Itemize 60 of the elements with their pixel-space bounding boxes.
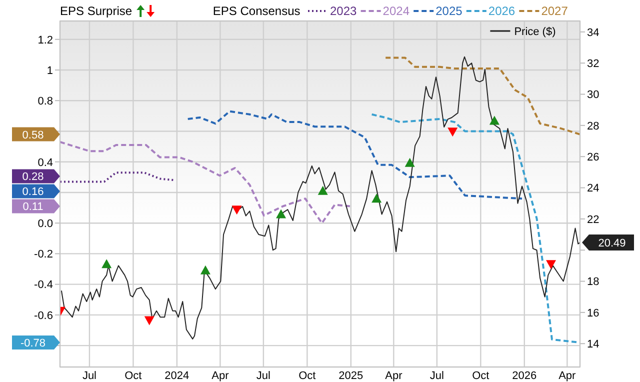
x-tick-label: Apr xyxy=(385,370,403,382)
y-tick-label: 0.8 xyxy=(38,96,53,108)
y-tick-label: 1 xyxy=(46,64,53,77)
legend-label: 2027 xyxy=(541,4,568,18)
y2-tick-label: 28 xyxy=(587,120,600,132)
line-series xyxy=(60,140,351,224)
y2-tick-label: 22 xyxy=(587,214,600,226)
point xyxy=(144,316,154,326)
point xyxy=(404,158,415,167)
y-tick-label: -0.4 xyxy=(34,279,53,292)
y2-tick-label: 14 xyxy=(587,338,600,351)
x-tick-label: 2024 xyxy=(164,370,190,382)
y2-tick-label: 32 xyxy=(587,58,600,70)
text: EPS Surprise xyxy=(60,4,132,18)
point xyxy=(546,260,556,270)
point xyxy=(276,209,286,218)
legend-label: 2026 xyxy=(488,4,516,18)
point xyxy=(232,206,242,215)
point xyxy=(200,265,210,274)
callout-tag: 0.28 xyxy=(12,169,60,184)
point xyxy=(102,259,112,268)
x-tick-label: Apr xyxy=(212,370,230,382)
y-tick-label: -0.2 xyxy=(34,248,53,261)
y2-tick-label: 26 xyxy=(587,152,600,164)
y-tick-label: 0.0 xyxy=(38,218,53,230)
data-label: 20.49 xyxy=(598,237,626,250)
legend-label: 2025 xyxy=(436,4,463,18)
x-tick-label: Jul xyxy=(256,370,270,382)
legend-label: 2023 xyxy=(330,4,358,18)
y2-tick-label: 18 xyxy=(587,276,600,288)
x-tick-label: Jul xyxy=(430,370,444,382)
legend-title: EPS Consensus xyxy=(212,4,300,18)
y-tick-label: 0.4 xyxy=(38,156,53,169)
y2-tick-label: 16 xyxy=(587,307,600,320)
point xyxy=(318,186,328,195)
point xyxy=(489,116,500,125)
line-series xyxy=(60,56,580,340)
x-tick-label: Oct xyxy=(472,370,490,382)
point xyxy=(448,128,458,137)
callout-tag: 0.16 xyxy=(12,184,60,198)
legend-label: 2024 xyxy=(382,4,410,18)
point xyxy=(372,194,382,203)
legend-label: Price ($) xyxy=(514,26,556,38)
line-series xyxy=(384,56,580,136)
x-tick-label: 2025 xyxy=(338,370,364,382)
x-tick-label: 2026 xyxy=(512,370,537,382)
y2-tick-label: 34 xyxy=(587,26,600,39)
y2-tick-label: 30 xyxy=(587,89,600,102)
x-tick-label: Oct xyxy=(124,370,142,382)
callout-tag: -0.78 xyxy=(12,336,60,350)
x-tick-label: Apr xyxy=(558,370,576,382)
y2-tick-label: 24 xyxy=(587,182,600,195)
y-tick-label: -0.6 xyxy=(34,310,53,322)
callout-tag: 0.58 xyxy=(12,127,60,142)
line-series xyxy=(186,110,524,200)
callout-tag: 20.49 xyxy=(582,234,634,250)
callout-tag: 0.11 xyxy=(12,199,60,214)
x-tick-label: Oct xyxy=(298,370,316,382)
y-tick-label: 1.2 xyxy=(38,34,53,46)
x-tick-label: Jul xyxy=(82,370,96,382)
